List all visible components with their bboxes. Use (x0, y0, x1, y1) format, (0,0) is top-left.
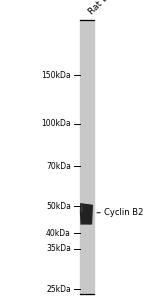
Text: 100kDa: 100kDa (41, 119, 71, 128)
Text: 25kDa: 25kDa (46, 285, 71, 294)
Text: Rat testis: Rat testis (87, 0, 124, 16)
Text: 40kDa: 40kDa (46, 229, 71, 238)
Text: 50kDa: 50kDa (46, 202, 71, 211)
Text: 35kDa: 35kDa (46, 244, 71, 253)
Text: 70kDa: 70kDa (46, 162, 71, 171)
Polygon shape (80, 203, 93, 225)
Text: 150kDa: 150kDa (41, 71, 71, 80)
Text: Cyclin B2: Cyclin B2 (104, 208, 144, 217)
Polygon shape (80, 205, 83, 212)
Bar (80, 20, 94, 294)
